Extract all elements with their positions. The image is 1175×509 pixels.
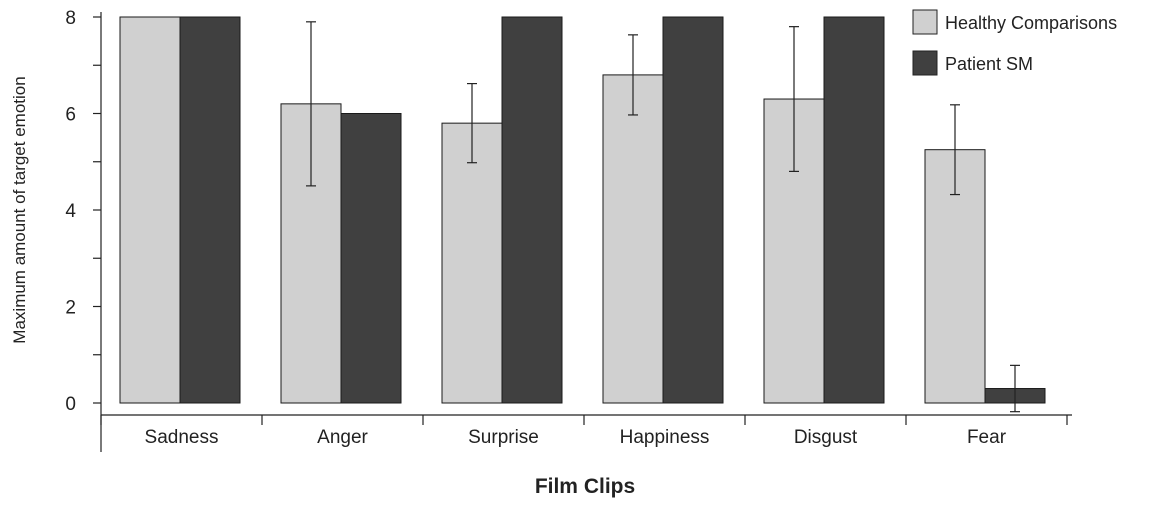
y-tick-label: 6 — [65, 105, 76, 126]
bar-healthy-comparisons-surprise — [441, 122, 503, 404]
x-axis-label: Film Clips — [535, 475, 635, 498]
bar-healthy-comparisons-happiness — [602, 74, 664, 404]
legend-label-healthy: Healthy Comparisons — [945, 13, 1117, 33]
y-tick-label: 2 — [65, 298, 76, 319]
bar-patient-sm-anger — [340, 113, 402, 404]
x-tick-label: Surprise — [468, 427, 539, 448]
labels-layer: Maximum amount of target emotion Film Cl… — [10, 76, 635, 498]
y-axis-label: Maximum amount of target emotion — [10, 76, 29, 343]
legend-swatch-healthy — [912, 9, 938, 35]
error-bars-layer — [306, 21, 1020, 413]
x-tick-label: Fear — [967, 427, 1007, 448]
y-tick-label: 4 — [65, 201, 76, 222]
y-tick-label: 8 — [65, 8, 76, 29]
x-tick-label: Anger — [317, 427, 368, 448]
legend-swatch-patient — [912, 50, 938, 76]
y-tick-label: 0 — [65, 394, 76, 415]
bar-patient-sm-happiness — [662, 16, 724, 404]
x-tick-label: Happiness — [620, 427, 710, 448]
bars-layer — [119, 16, 1046, 404]
bar-patient-sm-surprise — [501, 16, 563, 404]
bar-patient-sm-sadness — [179, 16, 241, 404]
x-tick-label: Disgust — [794, 427, 858, 448]
axes-layer: 0 2 4 6 8 Sadness Anger Surprise Happiness Disgus… — [65, 8, 1072, 452]
legend-label-patient: Patient SM — [945, 54, 1033, 74]
bar-healthy-comparisons-sadness — [119, 16, 181, 404]
legend: Healthy Comparisons Patient SM — [912, 9, 1117, 76]
bar-patient-sm-disgust — [823, 16, 885, 404]
x-tick-label: Sadness — [145, 427, 219, 448]
